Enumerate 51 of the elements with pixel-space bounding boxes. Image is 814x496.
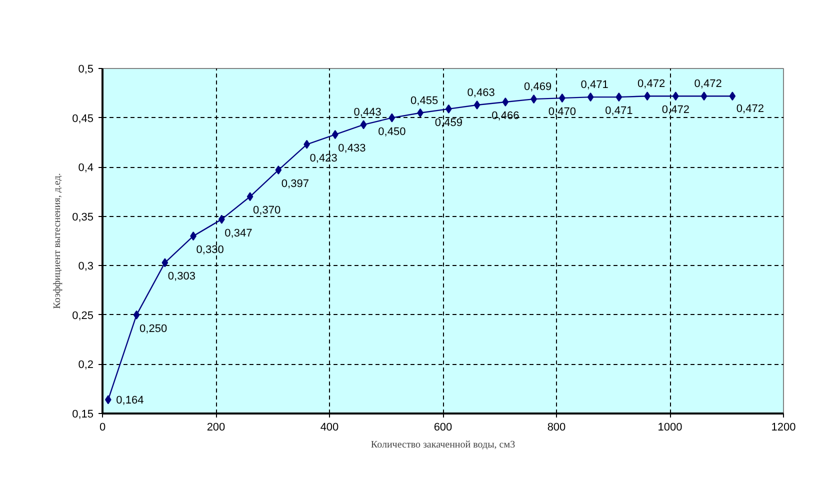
y-tick-label: 0,25 (72, 310, 94, 322)
data-label: 0,472 (736, 103, 764, 116)
data-label: 0,471 (580, 79, 608, 92)
point (133, 310, 140, 320)
point (729, 92, 736, 101)
data-label: 0,303 (168, 270, 196, 283)
data-label: 0,463 (467, 86, 495, 99)
data-label: 0,469 (524, 81, 552, 94)
point (388, 113, 396, 122)
point (360, 120, 367, 130)
x-tick-label: 1200 (771, 422, 796, 434)
x-tick-label: 0 (99, 422, 106, 434)
data-label: 0,472 (662, 104, 690, 116)
data-label: 0,471 (605, 105, 633, 118)
x-tick-label: 800 (547, 422, 566, 434)
y-tick-label: 0,35 (72, 211, 94, 224)
data-label: 0,330 (196, 244, 224, 256)
data-label: 0,472 (694, 78, 722, 90)
data-label: 0,450 (378, 126, 406, 138)
data-label: 0,443 (354, 106, 382, 119)
data-label: 0,455 (410, 94, 438, 107)
x-tick-label: 200 (206, 422, 226, 434)
point (700, 92, 708, 101)
data-label: 0,459 (434, 116, 462, 129)
y-tick-label: 0,4 (78, 162, 94, 174)
point (616, 92, 622, 102)
data-label: 0,370 (253, 204, 281, 217)
x-tick-label: 600 (434, 422, 452, 434)
x-tick-label: 400 (320, 422, 339, 434)
y-axis-title: Коэффициент вытеснения, д.ед. (52, 173, 64, 309)
data-label: 0,164 (116, 394, 144, 407)
x-tick-label: 1000 (658, 422, 682, 434)
data-label: 0,433 (338, 142, 366, 155)
point (474, 100, 480, 110)
point (502, 98, 509, 107)
data-label: 0,472 (638, 78, 666, 90)
y-tick-label: 0,45 (72, 112, 94, 125)
data-label: 0,423 (310, 152, 338, 164)
point (162, 258, 168, 268)
y-tick-label: 0,15 (72, 408, 94, 420)
point (275, 166, 282, 175)
x-axis-title: Количество закаченной воды, см3 (370, 440, 516, 450)
y-tick-label: 0,3 (78, 260, 94, 273)
data-label: 0,250 (140, 322, 168, 335)
data-label: 0,347 (224, 227, 252, 240)
point (246, 192, 254, 202)
y-tick-label: 0,2 (78, 359, 94, 372)
point (587, 92, 594, 102)
data-label: 0,470 (548, 106, 576, 118)
data-label: 0,397 (281, 178, 309, 190)
y-tick-label: 0,5 (78, 64, 94, 76)
